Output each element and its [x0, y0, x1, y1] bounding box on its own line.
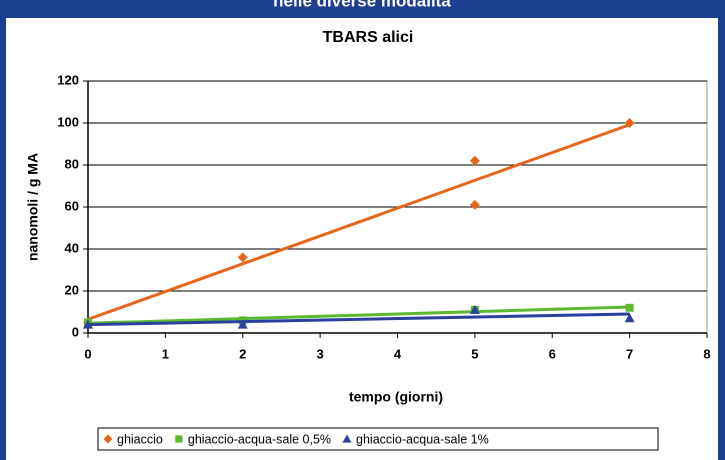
- chart-title: TBARS alici: [323, 29, 414, 46]
- y-axis-label: nanomoli / g MA: [25, 153, 41, 261]
- point: [469, 304, 480, 314]
- x-tick-label: 7: [626, 346, 633, 361]
- x-tick-label: 0: [84, 346, 91, 361]
- x-tick-label: 3: [317, 346, 324, 361]
- point: [237, 319, 248, 329]
- y-tick-label: 80: [65, 156, 79, 171]
- y-tick-label: 0: [72, 324, 79, 339]
- legend: [97, 427, 659, 451]
- y-tick-label: 40: [65, 240, 79, 255]
- x-axis-label: tempo (giorni): [349, 389, 443, 405]
- legend-label: ghiaccio-acqua-sale 0,5%: [188, 432, 331, 446]
- panel: [6, 18, 718, 460]
- point: [83, 319, 93, 329]
- x-tick-label: 1: [162, 346, 169, 361]
- point: [624, 118, 635, 128]
- y-tick-label: 60: [65, 198, 79, 213]
- point: [469, 155, 480, 166]
- trend-line: [87, 305, 630, 325]
- legend-marker: [103, 434, 113, 444]
- x-tick-label: 5: [471, 346, 478, 361]
- x-tick-label: 4: [394, 346, 402, 361]
- x-tick-label: 6: [549, 346, 556, 361]
- point: [625, 303, 634, 312]
- y-tick-label: 120: [57, 72, 79, 87]
- legend-label: ghiaccio-acqua-sale 1%: [356, 432, 489, 446]
- trend-line: [87, 123, 631, 321]
- point: [624, 313, 635, 323]
- legend-marker: [342, 434, 352, 443]
- point: [237, 252, 248, 263]
- header: nelle diverse modalità: [273, 0, 451, 10]
- y-tick-label: 100: [57, 114, 79, 129]
- legend-marker: [175, 435, 183, 443]
- point: [469, 199, 480, 210]
- x-tick-label: 8: [703, 346, 710, 361]
- legend-label: ghiaccio: [117, 432, 163, 446]
- x-tick-label: 2: [239, 346, 246, 361]
- trend-line: [87, 312, 630, 327]
- y-tick-label: 20: [65, 282, 79, 297]
